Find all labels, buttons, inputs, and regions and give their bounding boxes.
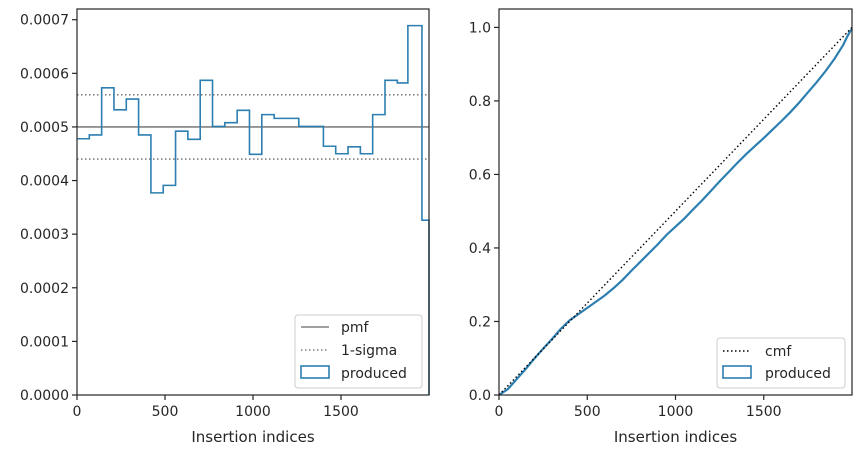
y-tick-label: 0.0007 bbox=[20, 13, 69, 29]
x-axis-label: Insertion indices bbox=[614, 428, 737, 446]
produced-cumulative-line bbox=[498, 28, 853, 396]
legend-produced-label: produced bbox=[765, 366, 831, 382]
y-tick-label: 0.0002 bbox=[20, 281, 69, 297]
y-tick-label: 0.4 bbox=[469, 241, 491, 257]
x-tick-label: 1000 bbox=[658, 404, 694, 420]
legend-box bbox=[716, 337, 846, 389]
legend-cmf-label: cmf bbox=[765, 344, 792, 360]
x-tick-label: 500 bbox=[152, 404, 179, 420]
x-tick-label: 1500 bbox=[323, 404, 359, 420]
x-axis: 0 500 1000 1500 bbox=[73, 395, 359, 420]
legend: cmf produced bbox=[716, 337, 846, 389]
x-tick-label: 1500 bbox=[746, 404, 782, 420]
y-tick-label: 0.0 bbox=[469, 388, 491, 404]
x-axis: 0 500 1000 1500 bbox=[495, 395, 782, 420]
axes-frame bbox=[498, 8, 853, 396]
y-tick-label: 0.0004 bbox=[20, 174, 69, 190]
legend-box bbox=[294, 314, 423, 389]
x-tick-label: 0 bbox=[73, 404, 82, 420]
pmf-reference-lines bbox=[77, 93, 429, 160]
y-tick-label: 0.0001 bbox=[20, 334, 69, 350]
legend-1-sigma-label: 1-sigma bbox=[341, 343, 397, 359]
legend-produced-swatch bbox=[722, 365, 752, 379]
y-tick-label: 0.0005 bbox=[20, 120, 69, 136]
y-tick-label: 0.8 bbox=[469, 94, 491, 110]
y-tick-label: 0.0006 bbox=[20, 66, 69, 82]
y-tick-label: 0.0000 bbox=[20, 388, 69, 404]
y-tick-label: 0.2 bbox=[469, 314, 491, 330]
legend: pmf 1-sigma produced bbox=[294, 314, 423, 389]
x-axis-label: Insertion indices bbox=[191, 428, 314, 446]
histogram-panel: 0.0000 0.0001 0.0002 0.0003 0.0004 0.0005 0.00… bbox=[20, 8, 430, 446]
y-tick-label: 1.0 bbox=[469, 20, 491, 36]
y-tick-label: 0.6 bbox=[469, 167, 491, 183]
produced-step-line bbox=[77, 24, 430, 395]
cumulative-panel: 0.0 0.2 0.4 0.6 0.8 1.0 0 500 1000 1500 Insertio… bbox=[469, 8, 853, 446]
cmf-line bbox=[498, 26, 853, 396]
y-axis: 0.0000 0.0001 0.0002 0.0003 0.0004 0.0005 0.00… bbox=[20, 13, 77, 404]
legend-produced-swatch bbox=[300, 365, 330, 379]
legend-produced-label: produced bbox=[341, 366, 407, 382]
y-axis: 0.0 0.2 0.4 0.6 0.8 1.0 bbox=[469, 20, 499, 404]
x-tick-label: 0 bbox=[495, 404, 504, 420]
x-tick-label: 1000 bbox=[235, 404, 271, 420]
y-tick-label: 0.0003 bbox=[20, 227, 69, 243]
x-tick-label: 500 bbox=[574, 404, 601, 420]
legend-pmf-label: pmf bbox=[341, 320, 370, 336]
